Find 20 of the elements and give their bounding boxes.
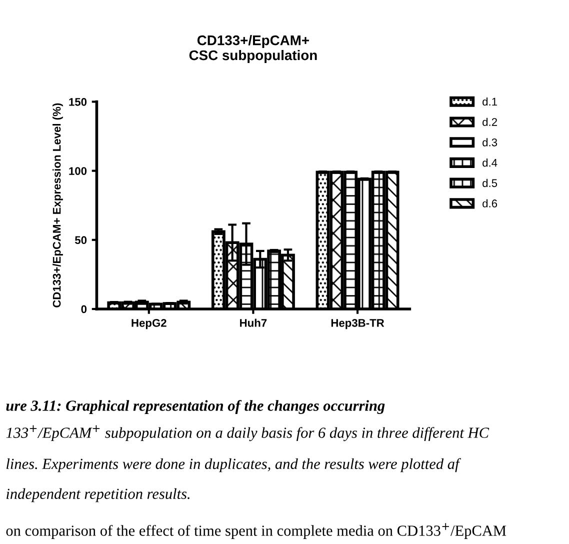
y-tick-label: 150 bbox=[69, 98, 87, 106]
text: lines. Experiments were done in duplicates, and the results were plotted af bbox=[6, 458, 462, 472]
legend-label: d.1 bbox=[482, 97, 497, 106]
legend-label: d.2 bbox=[482, 118, 497, 126]
x-tick-label: Hep3B-TR bbox=[331, 319, 384, 330]
text: ure 3.11: Graphical representation of the changes occurring bbox=[6, 400, 385, 414]
text: independent repetition results. bbox=[6, 488, 190, 502]
legend-label: d.6 bbox=[482, 199, 498, 208]
legend-label: d.3 bbox=[482, 138, 498, 146]
x-tick-label: Huh7 bbox=[240, 318, 267, 327]
y-tick-label: 0 bbox=[81, 305, 87, 314]
y-axis-title: CD133+/EpCAM+ Expression Level (%) bbox=[52, 103, 63, 308]
y-tick-label: 50 bbox=[74, 236, 87, 244]
chart-title: CD133+/EpCAM+ CSC subpopulation bbox=[189, 35, 317, 63]
x-tick-label: HepG2 bbox=[132, 319, 166, 330]
y-tick-label: 100 bbox=[69, 167, 87, 175]
legend-label: d.4 bbox=[482, 158, 498, 167]
text: on comparison of the effect of time spent in complete media on CD133$^{+}$/EpCAM bbox=[6, 523, 506, 539]
text: 133$^{+}$/EpCAM$^{+}$ subpopulation on a daily basis for 6 days in three different HC bbox=[6, 425, 490, 442]
legend-label: d.5 bbox=[482, 178, 498, 188]
